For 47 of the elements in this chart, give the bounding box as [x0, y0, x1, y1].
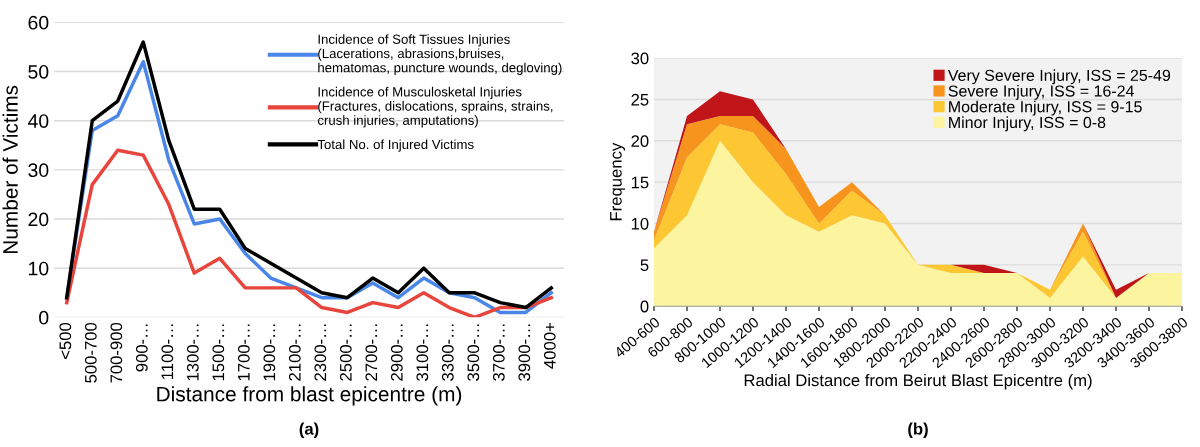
x-tick-label: 3500-…: [467, 324, 480, 381]
legend-label: Incidence of Soft Tissues Injuries (Lacerations, abrasions,bruises, hematomas, puncture wounds, degloving): [318, 34, 562, 75]
y-axis-title: Number of Victims: [2, 85, 18, 254]
y-tick-label: 20: [631, 135, 649, 148]
legend-label: Incidence of Musculosketal Injuries (Fractures, dislocations, sprains, strains, crush injuries, amputations): [317, 86, 553, 128]
x-tick-label: 500-700: [84, 322, 97, 383]
x-tick-label: 1300-…: [186, 324, 199, 381]
x-tick-label: 2300-…: [314, 324, 327, 381]
x-tick-label: 1100-…: [161, 324, 174, 380]
x-tick-label: 2700-…: [365, 324, 378, 381]
y-tick-label: 5: [640, 259, 649, 272]
y-tick-label: 0: [640, 300, 649, 313]
legend-label: Moderate Injury, ISS = 9-15: [949, 100, 1142, 116]
y-tick-label: 30: [631, 52, 649, 65]
legend-label: Severe Injury, ISS = 16-24: [948, 84, 1134, 100]
y-axis-title: Frequency: [610, 142, 626, 221]
x-tick-label: 900-…: [135, 324, 148, 372]
text: (a): [299, 422, 319, 439]
x-tick-label: 2500-…: [339, 324, 352, 381]
y-tick-label: 10: [631, 217, 649, 230]
x-tick-label: 2900-…: [390, 324, 403, 381]
x-tick-label: 700-900: [110, 322, 123, 383]
legend-label: Very Severe Injury, ISS = 25-49: [947, 69, 1171, 85]
y-tick-label: 25: [631, 93, 649, 106]
y-tick-label: 10: [29, 261, 49, 276]
x-tick-label: 1700-…: [237, 324, 250, 381]
x-tick-label: 2100-…: [288, 324, 301, 381]
x-tick-label: 3700-…: [492, 324, 505, 381]
x-tick-label: <500: [59, 322, 72, 359]
y-tick-label: 60: [28, 15, 49, 30]
x-tick-label: 1500-…: [212, 324, 225, 381]
x-tick-label: 3300-…: [441, 324, 454, 381]
x-axis-title: Radial Distance from Beirut Blast Epicentre (m): [744, 373, 1092, 390]
x-tick-label: 1900-…: [263, 324, 276, 381]
y-tick-label: 50: [28, 64, 49, 79]
y-tick-label: 40: [27, 114, 49, 128]
legend-label: Total No. of Injured Victims: [317, 139, 474, 152]
x-tick-label: 4000+: [543, 323, 556, 369]
text: (b): [908, 422, 928, 439]
x-tick-label: 3900-…: [518, 324, 531, 381]
y-tick-label: 15: [631, 176, 649, 189]
x-tick-label: 3100-…: [416, 324, 429, 381]
x-axis-title: Distance from blast epicentre (m): [157, 386, 462, 406]
legend-label: Minor Injury, ISS = 0-8: [949, 116, 1106, 132]
y-tick-label: 0: [39, 310, 49, 325]
y-tick-label: 30: [28, 163, 49, 178]
y-tick-label: 20: [28, 212, 49, 227]
